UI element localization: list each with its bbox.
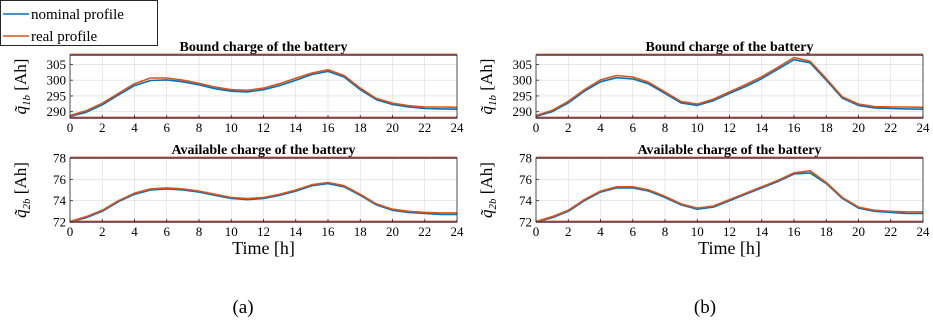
- x-tick-label: 4: [131, 120, 138, 135]
- y-tick-label: 300: [47, 73, 67, 88]
- x-tick-label: 20: [386, 120, 399, 135]
- series-line-nominal: [535, 172, 923, 223]
- x-tick-label: 2: [565, 224, 572, 239]
- y-tick-label: 72: [53, 215, 66, 230]
- x-tick-label: 10: [225, 120, 238, 135]
- x-tick-label: 12: [723, 120, 736, 135]
- y-tick-label: 74: [519, 193, 533, 208]
- y-tick-label: 76: [53, 172, 67, 187]
- caption-b: (b): [694, 297, 716, 318]
- x-tick-label: 2: [99, 120, 106, 135]
- x-tick-label: 6: [164, 120, 171, 135]
- y-tick-label: 305: [47, 57, 67, 72]
- x-tick-label: 16: [788, 120, 802, 135]
- x-tick-label: 18: [354, 120, 367, 135]
- x-tick-label: 4: [597, 120, 604, 135]
- x-tick-label: 8: [196, 224, 203, 239]
- chart-title: Bound charge of the battery: [646, 40, 814, 55]
- x-tick-label: 0: [533, 224, 540, 239]
- legend-label-real: real profile: [31, 29, 98, 45]
- legend-box: [0, 0, 158, 46]
- y-tick-label: 300: [513, 73, 533, 88]
- x-tick-label: 14: [755, 224, 769, 239]
- x-tick-label: 12: [723, 224, 736, 239]
- y-tick-label: 290: [47, 104, 67, 119]
- x-tick-label: 20: [852, 224, 865, 239]
- x-tick-label: 18: [820, 120, 833, 135]
- x-tick-label: 2: [99, 224, 106, 239]
- y-tick-label: 290: [513, 104, 533, 119]
- x-tick-label: 24: [451, 120, 465, 135]
- y-tick-label: 78: [519, 151, 532, 166]
- y-tick-label: 74: [53, 193, 67, 208]
- x-tick-label: 18: [820, 224, 833, 239]
- series-line-real: [69, 181, 457, 223]
- legend-label-nominal: nominal profile: [31, 7, 124, 23]
- x-tick-label: 20: [852, 120, 865, 135]
- x-tick-label: 2: [565, 120, 572, 135]
- series-line-real: [69, 69, 458, 117]
- series-line-real: [535, 56, 924, 117]
- series-line-nominal: [69, 70, 458, 118]
- x-tick-label: 12: [257, 120, 270, 135]
- x-tick-label: 22: [418, 224, 431, 239]
- x-tick-label: 18: [354, 224, 367, 239]
- caption-a: (a): [232, 297, 253, 318]
- x-tick-label: 20: [386, 224, 399, 239]
- legend: nominal profile real profile: [0, 0, 158, 46]
- x-tick-label: 22: [418, 120, 431, 135]
- x-tick-label: 6: [630, 120, 637, 135]
- x-tick-label: 22: [884, 120, 897, 135]
- y-tick-label: 305: [513, 57, 533, 72]
- y-axis-label: q̃1b [Ah]: [477, 59, 499, 115]
- x-tick-label: 6: [630, 224, 637, 239]
- y-tick-label: 295: [513, 88, 533, 103]
- x-tick-label: 24: [917, 224, 931, 239]
- chart-title: Bound charge of the battery: [180, 40, 348, 55]
- x-tick-label: 16: [322, 120, 336, 135]
- x-tick-label: 8: [662, 224, 669, 239]
- x-tick-label: 16: [788, 224, 802, 239]
- y-axis-label: q̃1b [Ah]: [11, 59, 33, 115]
- x-axis-label: Time [h]: [232, 238, 295, 258]
- x-tick-label: 10: [225, 224, 238, 239]
- y-axis-label: q̃2b [Ah]: [11, 162, 33, 218]
- chart-title: Available charge of the battery: [637, 143, 821, 158]
- y-tick-label: 295: [47, 88, 67, 103]
- x-tick-label: 0: [533, 120, 540, 135]
- x-tick-label: 14: [289, 224, 303, 239]
- x-tick-label: 6: [164, 224, 171, 239]
- x-tick-label: 4: [597, 224, 604, 239]
- x-tick-label: 8: [662, 120, 669, 135]
- series-line-real: [535, 170, 923, 223]
- x-tick-label: 0: [67, 224, 74, 239]
- y-tick-label: 78: [53, 151, 66, 166]
- x-tick-label: 8: [196, 120, 203, 135]
- series-line-nominal: [535, 58, 924, 118]
- x-tick-label: 14: [289, 120, 303, 135]
- x-tick-label: 12: [257, 224, 270, 239]
- y-axis-label: q̃2b [Ah]: [477, 162, 499, 218]
- x-tick-label: 24: [917, 120, 931, 135]
- x-tick-label: 10: [691, 224, 704, 239]
- x-axis-label: Time [h]: [698, 238, 761, 258]
- x-tick-label: 24: [451, 224, 465, 239]
- y-tick-label: 72: [519, 215, 532, 230]
- x-tick-label: 14: [755, 120, 769, 135]
- x-tick-label: 16: [322, 224, 336, 239]
- chart-title: Available charge of the battery: [171, 143, 355, 158]
- x-tick-label: 0: [67, 120, 74, 135]
- y-tick-label: 76: [519, 172, 533, 187]
- series-line-nominal: [69, 182, 457, 223]
- x-tick-label: 10: [691, 120, 704, 135]
- x-tick-label: 22: [884, 224, 897, 239]
- x-tick-label: 4: [131, 224, 138, 239]
